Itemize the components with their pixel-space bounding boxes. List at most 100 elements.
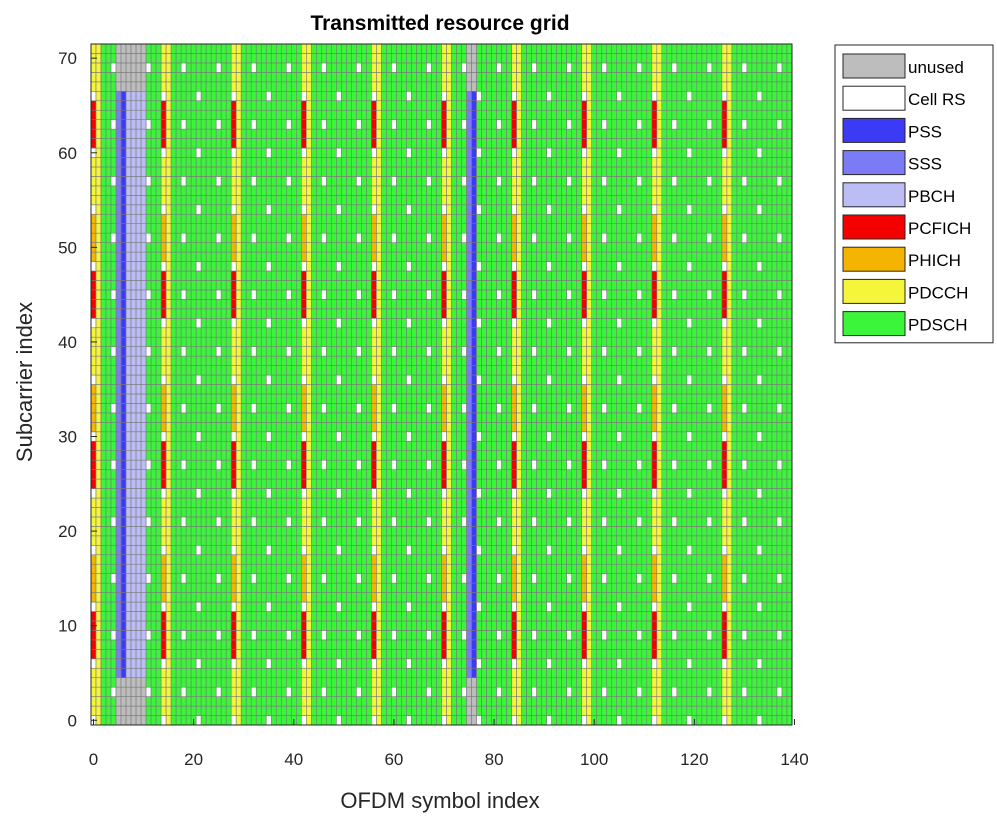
- grid-cell: [155, 592, 162, 603]
- grid-cell: [346, 109, 352, 120]
- grid-cell: [265, 138, 272, 149]
- grid-cell: [336, 308, 342, 319]
- grid-cell: [170, 459, 177, 470]
- grid-cell: [391, 649, 397, 660]
- grid-cell: [220, 289, 227, 300]
- grid-cell: [411, 592, 417, 603]
- grid-cell: [130, 355, 137, 366]
- grid-cell: [311, 100, 317, 111]
- grid-cell: [306, 270, 312, 281]
- grid-cell: [295, 261, 302, 272]
- grid-cell: [140, 336, 147, 347]
- grid-cell: [270, 43, 277, 54]
- grid-cell: [140, 223, 147, 234]
- grid-cell: [331, 100, 337, 111]
- grid-cell: [90, 90, 97, 102]
- grid-cell: [185, 53, 192, 64]
- grid-cell: [411, 289, 417, 300]
- grid-cell: [295, 715, 302, 726]
- grid-cell: [180, 526, 187, 537]
- grid-cell: [180, 242, 187, 253]
- grid-cell: [165, 620, 172, 631]
- grid-cell: [426, 232, 432, 243]
- grid-cell: [110, 185, 117, 196]
- grid-cell: [195, 100, 202, 111]
- grid-cell: [416, 365, 422, 376]
- grid-cell: [160, 242, 167, 253]
- grid-cell: [391, 223, 397, 234]
- grid-cell: [260, 242, 267, 253]
- grid-cell: [280, 384, 287, 395]
- grid-cell: [150, 431, 157, 442]
- grid-cell: [426, 138, 432, 149]
- grid-cell: [311, 90, 317, 102]
- grid-cell: [170, 355, 177, 366]
- grid-cell: [115, 119, 122, 130]
- grid-cell: [180, 715, 187, 726]
- grid-cell: [145, 516, 152, 527]
- grid-cell: [165, 213, 172, 225]
- grid-cell: [180, 336, 187, 347]
- grid-cell: [220, 355, 227, 366]
- grid-cell: [190, 677, 197, 688]
- grid-cell: [160, 317, 167, 329]
- grid-cell: [321, 374, 327, 385]
- grid-cell: [160, 412, 167, 423]
- grid-cell: [220, 185, 227, 196]
- grid-cell: [230, 573, 237, 584]
- grid-cell: [386, 497, 392, 508]
- grid-cell: [341, 62, 347, 73]
- grid-cell: [371, 289, 377, 300]
- grid-cell: [431, 204, 437, 215]
- grid-cell: [170, 412, 177, 423]
- grid-cell: [205, 488, 212, 499]
- grid-cell: [436, 469, 442, 480]
- grid-cell: [300, 355, 307, 366]
- grid-cell: [185, 393, 192, 404]
- grid-cell: [245, 251, 252, 262]
- grid-cell: [145, 185, 152, 196]
- grid-cell: [200, 611, 207, 622]
- grid-cell: [331, 374, 337, 385]
- grid-cell: [406, 440, 412, 452]
- grid-cell: [300, 232, 307, 243]
- grid-cell: [125, 686, 132, 697]
- grid-cell: [421, 563, 427, 574]
- grid-cell: [396, 554, 402, 565]
- grid-cell: [336, 620, 342, 631]
- grid-cell: [331, 563, 337, 574]
- grid-cell: [100, 109, 107, 120]
- grid-cell: [245, 507, 252, 518]
- grid-cell: [190, 72, 197, 83]
- grid-cell: [331, 90, 337, 102]
- grid-cell: [361, 573, 367, 584]
- grid-cell: [436, 592, 442, 603]
- grid-cell: [371, 213, 377, 225]
- grid-cell: [421, 450, 427, 461]
- grid-cell: [371, 81, 377, 92]
- grid-cell: [115, 450, 122, 461]
- grid-cell: [95, 195, 102, 206]
- grid-cell: [356, 109, 362, 120]
- grid-cell: [371, 677, 377, 688]
- grid-cell: [230, 43, 237, 54]
- grid-cell: [326, 90, 332, 102]
- grid-cell: [205, 119, 212, 130]
- grid-cell: [90, 119, 97, 130]
- grid-cell: [145, 109, 152, 120]
- grid-cell: [321, 147, 327, 158]
- grid-cell: [295, 374, 302, 385]
- grid-cell: [285, 242, 292, 253]
- grid-cell: [185, 223, 192, 234]
- grid-cell: [140, 544, 147, 556]
- grid-cell: [215, 128, 222, 139]
- grid-cell: [275, 450, 282, 461]
- grid-cell: [416, 384, 422, 395]
- grid-cell: [100, 346, 107, 357]
- grid-cell: [386, 270, 392, 281]
- grid-cell: [371, 346, 377, 357]
- grid-cell: [155, 677, 162, 688]
- grid-cell: [100, 535, 107, 546]
- grid-cell: [210, 516, 217, 527]
- grid-cell: [230, 582, 237, 593]
